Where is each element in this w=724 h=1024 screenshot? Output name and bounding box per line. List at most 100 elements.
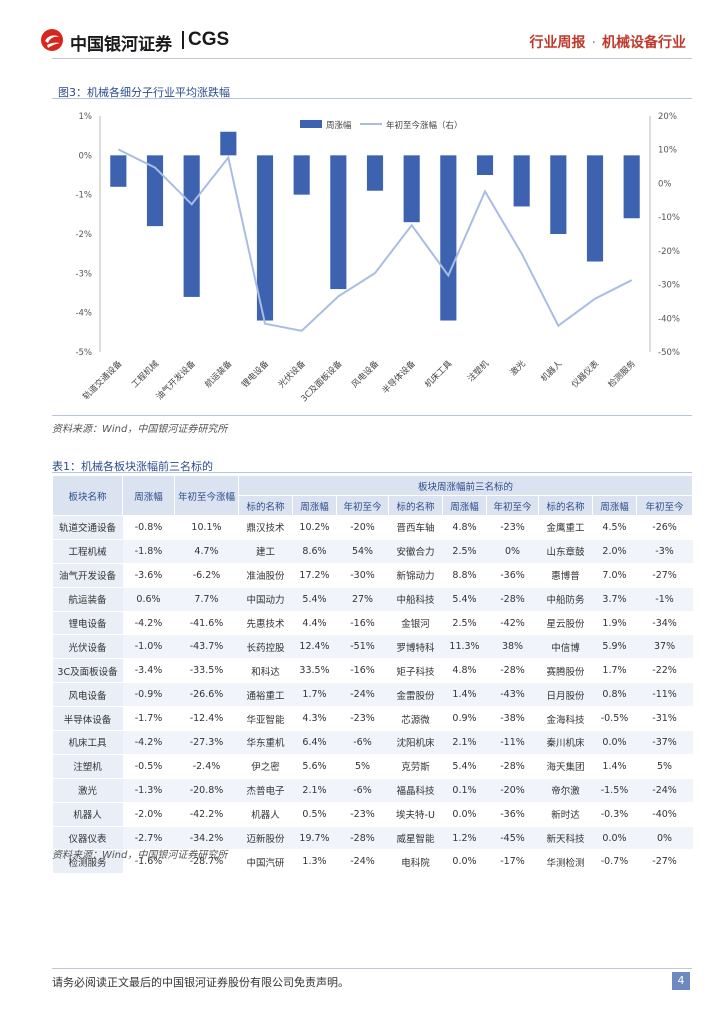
table-cell: -45% (486, 826, 539, 851)
table-cell: -37% (636, 730, 693, 755)
table-cell: 威星智能 (388, 826, 443, 851)
table-cell: 日月股份 (538, 682, 593, 708)
table-cell: -36% (486, 563, 539, 588)
table-cell: -6% (336, 730, 389, 755)
table-cell: -28% (486, 658, 539, 684)
table-cell: 新天科技 (538, 826, 593, 851)
left-axis-tick-label: 0% (79, 151, 93, 161)
col-header: 周涨幅 (292, 495, 337, 516)
sector-name-cell: 仪器仪表 (52, 826, 123, 851)
table-cell: 38% (486, 634, 539, 660)
table-cell: -0.5% (122, 754, 175, 779)
table-cell: 3.7% (592, 587, 637, 612)
weekly-change-bar (330, 155, 347, 290)
table-cell: 通裕重工 (238, 682, 293, 708)
table-cell: 0.1% (442, 778, 487, 803)
table-cell: -30% (336, 563, 389, 588)
sector-name-cell: 机器人 (52, 802, 123, 827)
table-row: 检测服务 -1.6% -28.7% 中国汽研 1.3% -24% 电科院 0.0% -17% 华测… (52, 849, 693, 875)
table-cell: -1% (636, 587, 693, 612)
table-cell: 新锦动力 (388, 563, 443, 588)
col-header: 标的名称 (238, 495, 293, 516)
table-cell: -4.2% (122, 611, 175, 636)
table-cell: 5.4% (442, 587, 487, 612)
table-cell: 1.7% (592, 658, 637, 684)
table-cell: -20% (486, 778, 539, 803)
table-cell: 中国汽研 (238, 849, 293, 875)
table-cell: 海天集团 (538, 754, 593, 779)
table-cell: 中国动力 (238, 587, 293, 612)
table-cell: 秦川机床 (538, 730, 593, 755)
table-cell: 建工 (238, 539, 293, 564)
table-cell: 沈阳机床 (388, 730, 443, 755)
table-cell: -2.4% (174, 754, 239, 779)
table-cell: 长药控股 (238, 634, 293, 660)
weekly-change-bar (513, 155, 530, 207)
table-cell: -38% (486, 706, 539, 732)
table-cell: -0.5% (592, 706, 637, 732)
category-label: 轨道交通设备 (81, 358, 125, 402)
table-row: 光伏设备 -1.0% -43.7% 长药控股 12.4% -51% 罗博特科 11.3% 38%… (52, 634, 693, 660)
table-cell: 5.4% (442, 754, 487, 779)
table-cell: 0.6% (122, 587, 175, 612)
table-cell: -42% (486, 611, 539, 636)
sector-name-cell: 半导体设备 (52, 706, 123, 732)
category-label: 油气开发设备 (154, 358, 198, 402)
sector-name-cell: 航运装备 (52, 587, 123, 612)
table-cell: 8.6% (292, 539, 337, 564)
table-cell: -27% (636, 849, 693, 875)
brand-logo-icon (41, 29, 63, 51)
category-label: 风电设备 (349, 358, 381, 390)
sector-name-cell: 检测服务 (52, 849, 123, 875)
table-cell: -1.8% (122, 539, 175, 564)
table-cell: 1.9% (592, 611, 637, 636)
right-axis-tick-label: -30% (658, 281, 680, 291)
col-header: 年初至今 (486, 495, 539, 516)
table-cell: 11.3% (442, 634, 487, 660)
legend-line-label: 年初至今涨幅（右） (386, 120, 463, 131)
table-cell: 1.3% (292, 849, 337, 875)
table-cell: 33.5% (292, 658, 337, 684)
weekly-change-bar (366, 155, 384, 191)
table-cell: -17% (486, 849, 539, 875)
table-cell: 5.9% (592, 634, 637, 660)
table-cell: 1.7% (292, 682, 337, 708)
report-industry: 机械设备行业 (602, 35, 686, 51)
table-cell: 5% (336, 754, 389, 779)
table-cell: 19.7% (292, 826, 337, 851)
table-cell: 4.5% (592, 515, 637, 540)
header-divider (52, 58, 692, 59)
table-cell: -28% (486, 587, 539, 612)
col-header: 标的名称 (538, 495, 593, 516)
table-cell: -34% (636, 611, 693, 636)
table-cell: 华东重机 (238, 730, 293, 755)
table-cell: 迈新股份 (238, 826, 293, 851)
sector-name-cell: 机床工具 (52, 730, 123, 755)
table-cell: -28% (486, 754, 539, 779)
table-cell: 10.2% (292, 515, 337, 540)
header-separator: · (591, 35, 596, 51)
category-label: 仪器仪表 (569, 358, 601, 390)
sector-name-cell: 注塑机 (52, 754, 123, 779)
table-cell: 1.2% (442, 826, 487, 851)
brand-divider (182, 31, 184, 49)
sector-name-cell: 工程机械 (52, 539, 123, 564)
left-axis-tick-label: -1% (75, 191, 92, 201)
category-label: 注塑机 (465, 358, 491, 384)
table-cell: 克劳斯 (388, 754, 443, 779)
col-header: 周涨幅 (442, 495, 487, 516)
table-cell: 芯源微 (388, 706, 443, 732)
right-axis-tick-label: -40% (658, 314, 680, 324)
left-axis-tick-label: -3% (75, 269, 92, 279)
weekly-change-bar (586, 155, 604, 262)
category-label: 激光 (508, 358, 528, 378)
top-stocks-table: 板块名称 周涨幅 年初至今涨幅 板块周涨幅前三名标的 标的名称 周涨幅 年初至今… (52, 475, 694, 875)
table-cell: 准油股份 (238, 563, 293, 588)
report-category: 行业周报 · 机械设备行业 (530, 32, 686, 52)
table-cell: -24% (336, 682, 389, 708)
table-cell: 矩子科技 (388, 658, 443, 684)
table-row: 注塑机 -0.5% -2.4% 伊之密 5.6% 5% 克劳斯 5.4% -28% 海天集团 1.4… (52, 754, 693, 779)
table-cell: -43.7% (174, 634, 239, 660)
category-label: 锂电设备 (239, 358, 271, 390)
table-cell: 8.8% (442, 563, 487, 588)
